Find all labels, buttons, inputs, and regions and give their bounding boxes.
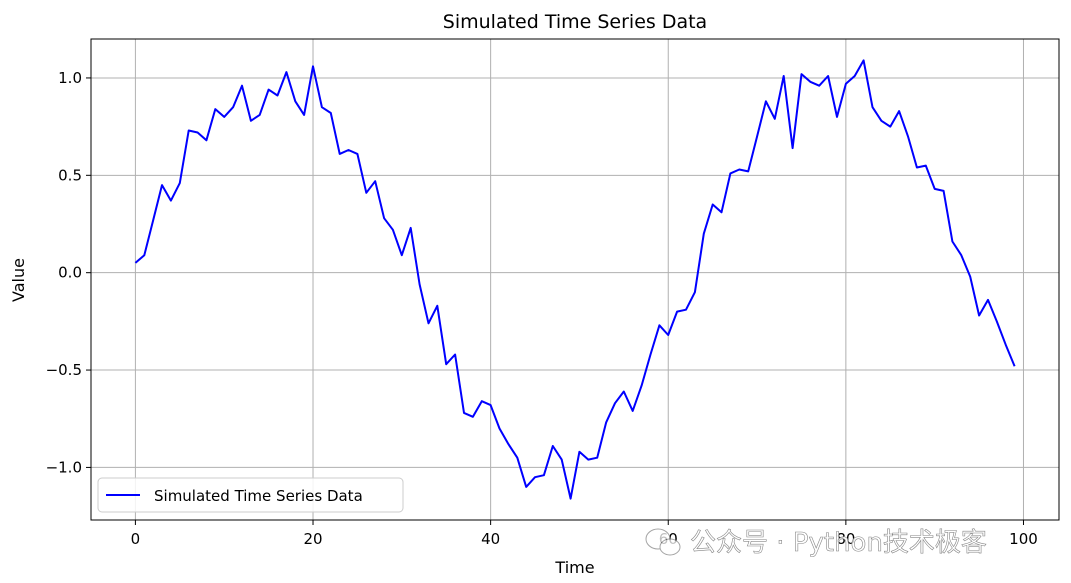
x-tick-label: 0	[131, 530, 141, 548]
x-tick-label: 40	[481, 530, 500, 548]
series-points	[135, 60, 1015, 499]
y-tick-label: −1.0	[46, 458, 82, 476]
chart-title: Simulated Time Series Data	[443, 11, 707, 33]
y-axis-label: Value	[9, 258, 28, 302]
grid	[91, 39, 1059, 520]
x-tick-label: 80	[836, 530, 855, 548]
y-tick-label: 0.0	[58, 264, 82, 282]
y-tick-label: 0.5	[58, 166, 82, 184]
watermark-text: 公众号 · Python技术极客	[690, 528, 987, 558]
x-tick-label: 20	[303, 530, 322, 548]
x-tick-label: 100	[1009, 530, 1038, 548]
wechat-icon	[645, 528, 681, 556]
watermark: 公众号 · Python技术极客	[645, 528, 987, 558]
legend: Simulated Time Series Data	[97, 477, 404, 513]
legend-label: Simulated Time Series Data	[154, 487, 363, 505]
legend-box	[97, 477, 404, 513]
y-tick-label: 1.0	[58, 69, 82, 87]
y-tick-label: −0.5	[46, 361, 82, 379]
axis-ticks: 020406080100−1.0−0.50.00.51.0	[46, 69, 1038, 548]
series-line-simulated-time-series	[134, 59, 1016, 500]
x-axis-label: Time	[554, 558, 594, 577]
plot-frame	[90, 38, 1060, 521]
